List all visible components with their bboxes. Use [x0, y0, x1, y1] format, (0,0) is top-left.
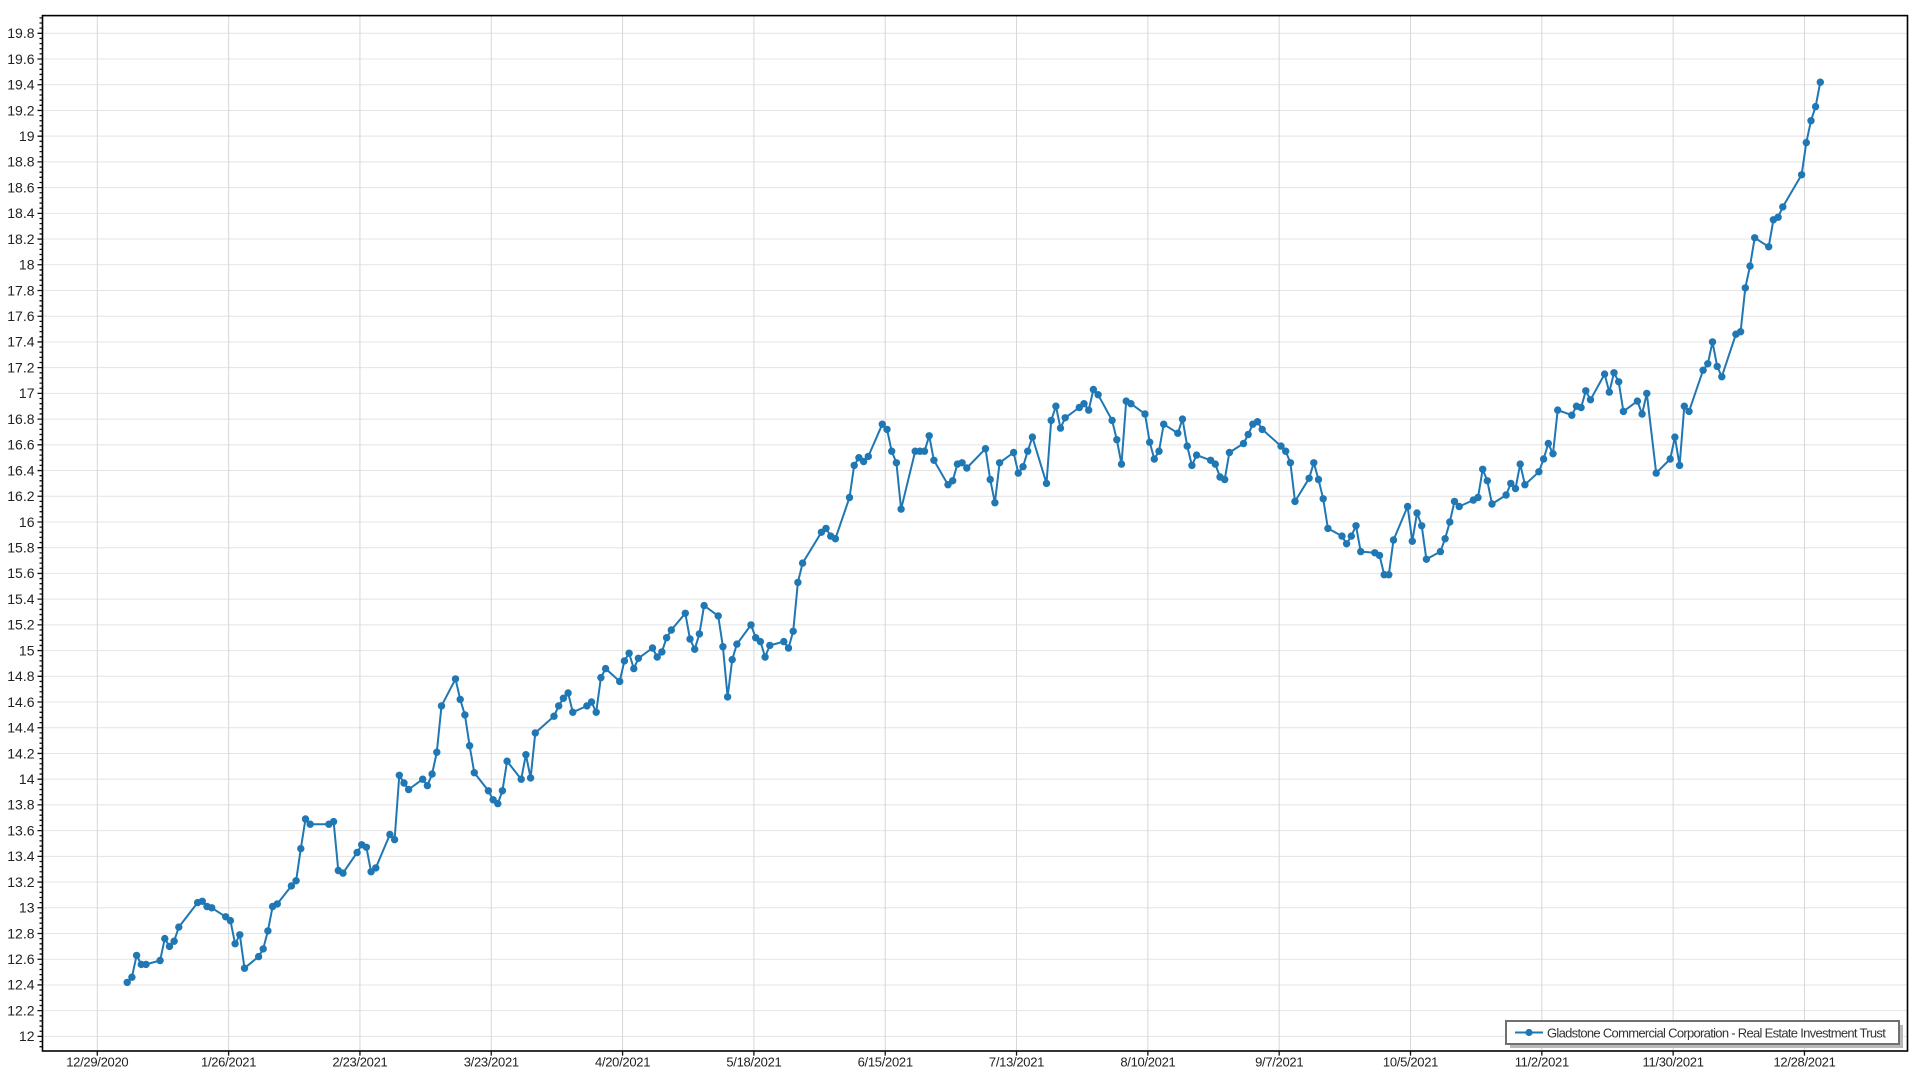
- svg-text:16.4: 16.4: [7, 462, 34, 478]
- svg-text:11/2/2021: 11/2/2021: [1515, 1055, 1569, 1070]
- svg-text:11/30/2021: 11/30/2021: [1643, 1055, 1704, 1070]
- svg-text:18.8: 18.8: [7, 154, 34, 170]
- svg-text:19: 19: [19, 128, 35, 144]
- svg-text:13.2: 13.2: [7, 874, 34, 890]
- svg-text:6/15/2021: 6/15/2021: [858, 1055, 913, 1070]
- svg-text:12.2: 12.2: [7, 1003, 34, 1019]
- svg-text:19.2: 19.2: [7, 102, 34, 118]
- svg-text:15.6: 15.6: [7, 565, 34, 581]
- svg-text:17: 17: [19, 385, 35, 401]
- svg-text:13: 13: [19, 900, 35, 916]
- svg-text:12.4: 12.4: [7, 977, 34, 993]
- svg-text:13.4: 13.4: [7, 848, 34, 864]
- svg-text:Gladstone Commercial Corporati: Gladstone Commercial Corporation - Real …: [1547, 1026, 1886, 1041]
- svg-text:4/20/2021: 4/20/2021: [595, 1055, 650, 1070]
- svg-text:17.4: 17.4: [7, 334, 34, 350]
- svg-text:14.8: 14.8: [7, 668, 34, 684]
- svg-text:15: 15: [19, 642, 35, 658]
- svg-text:18: 18: [19, 257, 35, 273]
- svg-text:1/26/2021: 1/26/2021: [201, 1055, 256, 1070]
- svg-text:15.4: 15.4: [7, 591, 34, 607]
- svg-text:16: 16: [19, 514, 35, 530]
- svg-text:7/13/2021: 7/13/2021: [989, 1055, 1044, 1070]
- svg-text:16.6: 16.6: [7, 437, 34, 453]
- svg-text:16.2: 16.2: [7, 488, 34, 504]
- svg-text:15.2: 15.2: [7, 617, 34, 633]
- svg-text:5/18/2021: 5/18/2021: [726, 1055, 781, 1070]
- svg-text:12.6: 12.6: [7, 951, 34, 967]
- svg-text:12/28/2021: 12/28/2021: [1773, 1055, 1835, 1070]
- svg-text:12.8: 12.8: [7, 925, 34, 941]
- svg-text:14.6: 14.6: [7, 694, 34, 710]
- svg-text:16.8: 16.8: [7, 411, 34, 427]
- svg-text:2/23/2021: 2/23/2021: [332, 1055, 387, 1070]
- svg-text:17.2: 17.2: [7, 360, 34, 376]
- svg-text:17.6: 17.6: [7, 308, 34, 324]
- svg-text:18.4: 18.4: [7, 205, 34, 221]
- svg-text:3/23/2021: 3/23/2021: [464, 1055, 519, 1070]
- svg-text:19.6: 19.6: [7, 51, 34, 67]
- svg-text:17.8: 17.8: [7, 282, 34, 298]
- svg-text:18.6: 18.6: [7, 179, 34, 195]
- svg-text:12/29/2020: 12/29/2020: [66, 1055, 128, 1070]
- svg-text:19.8: 19.8: [7, 25, 34, 41]
- svg-text:9/7/2021: 9/7/2021: [1255, 1055, 1303, 1070]
- svg-text:18.2: 18.2: [7, 231, 34, 247]
- svg-text:12: 12: [19, 1028, 35, 1044]
- svg-text:10/5/2021: 10/5/2021: [1383, 1055, 1438, 1070]
- svg-text:14.2: 14.2: [7, 745, 34, 761]
- svg-text:19.4: 19.4: [7, 77, 34, 93]
- svg-text:13.6: 13.6: [7, 822, 34, 838]
- svg-text:15.8: 15.8: [7, 540, 34, 556]
- svg-text:8/10/2021: 8/10/2021: [1120, 1055, 1175, 1070]
- svg-text:13.8: 13.8: [7, 797, 34, 813]
- svg-text:14.4: 14.4: [7, 720, 34, 736]
- svg-text:14: 14: [19, 771, 35, 787]
